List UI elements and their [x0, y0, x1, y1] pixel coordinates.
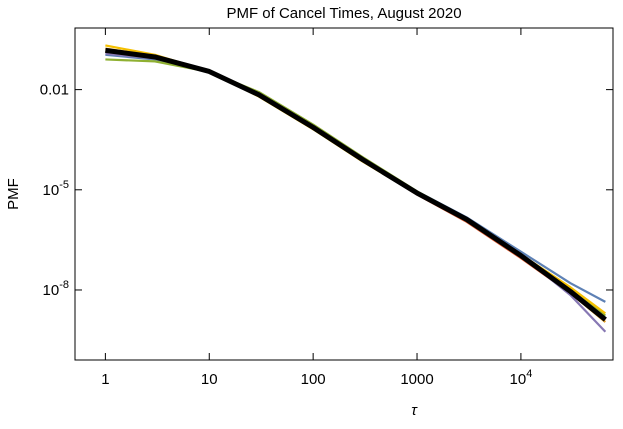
x-axis-label: τ: [411, 402, 418, 419]
y-axis-label: PMF: [5, 178, 22, 210]
plot-frame: [74, 27, 614, 361]
x-tick-label: 100: [301, 371, 326, 388]
series-line: [105, 52, 607, 333]
series-line: [105, 47, 607, 322]
series-line: [105, 47, 607, 323]
y-tick-label: 10-5: [43, 179, 69, 199]
x-tick-label: 10: [201, 371, 218, 388]
series-line: [105, 50, 607, 321]
x-tick-label: 1: [101, 371, 109, 388]
x-tick-label: 104: [510, 368, 533, 388]
y-tick-label: 10-8: [43, 279, 69, 299]
x-tick-label: 1000: [400, 371, 433, 388]
chart-title: PMF of Cancel Times, August 2020: [226, 5, 461, 22]
y-tick-label: 0.01: [40, 82, 69, 99]
series-line: [105, 58, 607, 317]
series-line: [105, 44, 607, 315]
